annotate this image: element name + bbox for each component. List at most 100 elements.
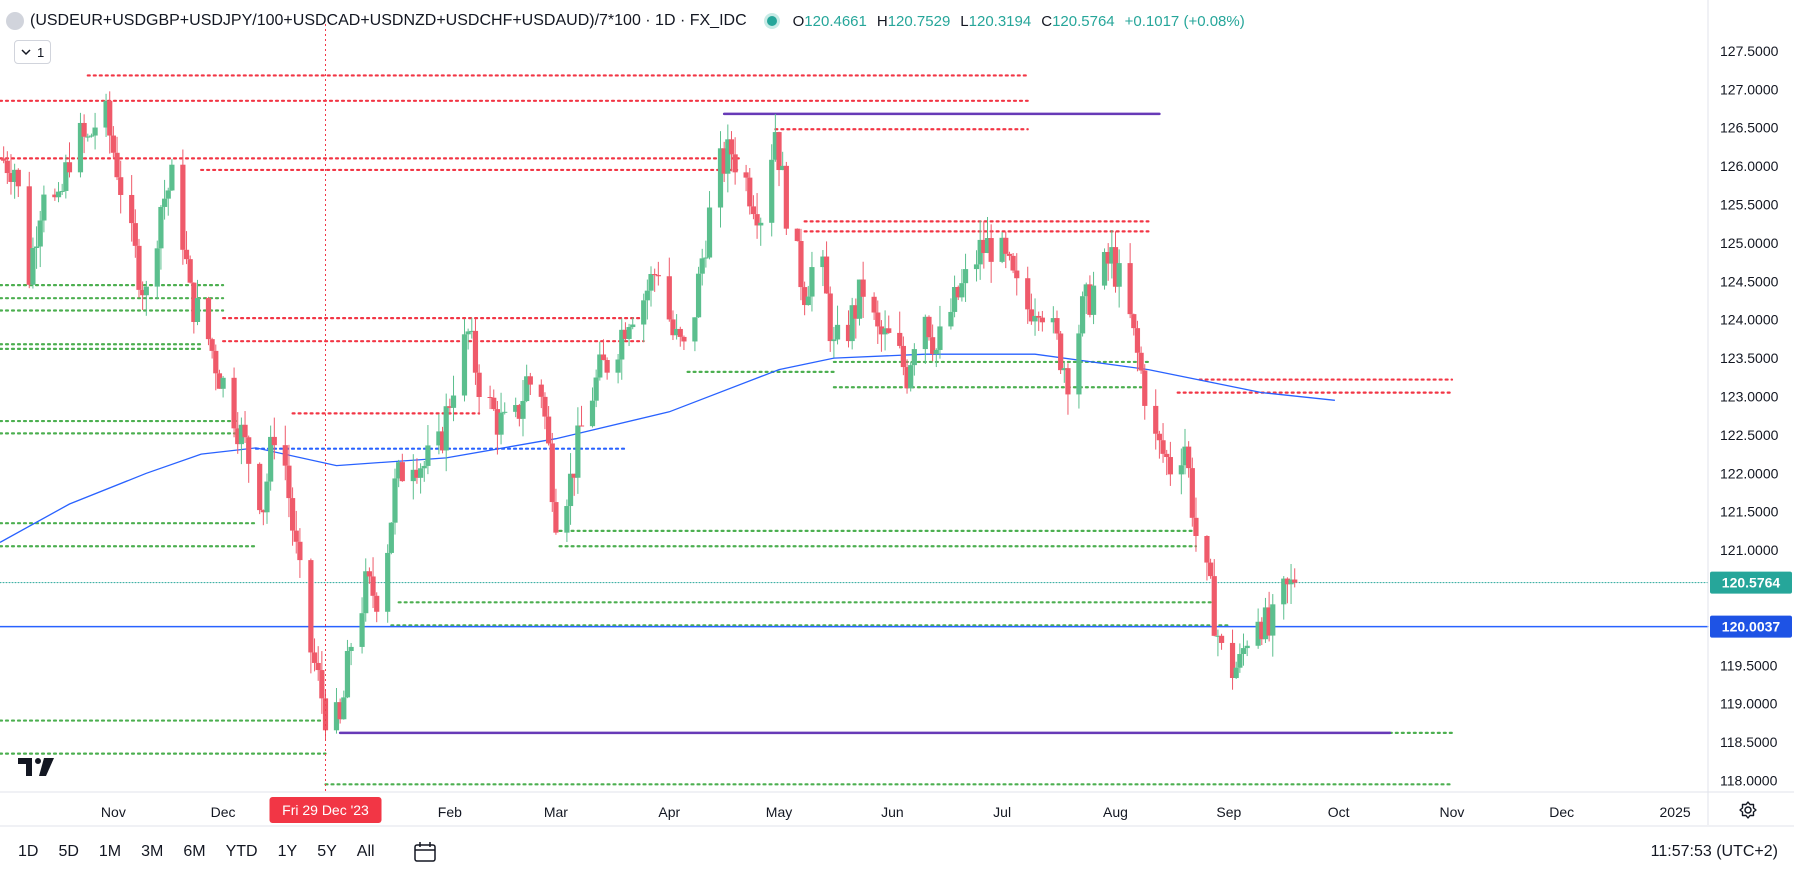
candle-body[interactable] — [1, 158, 7, 161]
candle-body[interactable] — [937, 326, 943, 350]
range-button-1y[interactable]: 1Y — [277, 843, 298, 860]
candle-body[interactable] — [436, 431, 442, 446]
candle-body[interactable] — [641, 300, 647, 325]
candle-body[interactable] — [235, 428, 241, 445]
candle-body[interactable] — [1014, 270, 1020, 279]
candle-body[interactable] — [282, 445, 288, 466]
gear-icon[interactable] — [1738, 800, 1758, 825]
candle-body[interactable] — [549, 443, 555, 503]
candle-body[interactable] — [1237, 654, 1243, 668]
candle-body[interactable] — [8, 173, 14, 182]
candle-body[interactable] — [783, 165, 789, 229]
candle-body[interactable] — [692, 317, 698, 342]
candle-body[interactable] — [648, 274, 654, 291]
candle-body[interactable] — [286, 465, 292, 499]
candle-body[interactable] — [1284, 578, 1291, 585]
candle-body[interactable] — [1160, 440, 1166, 454]
candle-body[interactable] — [315, 662, 321, 671]
candle-body[interactable] — [911, 349, 917, 366]
candle-body[interactable] — [758, 222, 764, 226]
candle-body[interactable] — [1076, 333, 1082, 395]
candle-body[interactable] — [392, 478, 398, 523]
candle-body[interactable] — [1240, 648, 1247, 655]
candle-body[interactable] — [491, 397, 497, 410]
candle-body[interactable] — [589, 400, 596, 427]
candle-body[interactable] — [948, 311, 954, 327]
candle-body[interactable] — [183, 249, 190, 260]
candle-body[interactable] — [776, 132, 782, 171]
candle-body[interactable] — [187, 259, 193, 283]
candle-body[interactable] — [845, 324, 852, 342]
candle-body[interactable] — [363, 571, 369, 614]
candle-body[interactable] — [33, 246, 40, 249]
candle-body[interactable] — [450, 395, 457, 408]
candle-body[interactable] — [129, 194, 135, 224]
candle-body[interactable] — [1233, 667, 1239, 678]
candle-body[interactable] — [520, 401, 526, 419]
candle-body[interactable] — [1182, 446, 1188, 466]
candle-body[interactable] — [571, 473, 577, 478]
candle-body[interactable] — [926, 316, 932, 338]
candle-body[interactable] — [575, 425, 581, 478]
candle-body[interactable] — [600, 354, 607, 361]
candle-body[interactable] — [4, 160, 10, 174]
candle-body[interactable] — [264, 481, 270, 513]
candle-body[interactable] — [154, 248, 160, 287]
candle-body[interactable] — [30, 248, 36, 285]
candle-body[interactable] — [728, 139, 735, 155]
candle-body[interactable] — [593, 377, 599, 401]
candle-body[interactable] — [366, 571, 372, 577]
candle-body[interactable] — [747, 177, 753, 207]
candle-body[interactable] — [1006, 253, 1013, 256]
candle-body[interactable] — [388, 522, 394, 553]
candle-body[interactable] — [955, 287, 961, 298]
candle-body[interactable] — [962, 269, 969, 284]
candle-body[interactable] — [798, 241, 804, 288]
candle-body[interactable] — [209, 339, 215, 351]
candle-body[interactable] — [1288, 579, 1294, 585]
candle-body[interactable] — [695, 273, 702, 318]
candle-body[interactable] — [1178, 465, 1184, 475]
range-button-ytd[interactable]: YTD — [225, 843, 258, 860]
candle-body[interactable] — [260, 510, 266, 513]
candle-body[interactable] — [856, 279, 863, 319]
candle-body[interactable] — [849, 305, 855, 342]
candle-body[interactable] — [1218, 635, 1225, 643]
candle-body[interactable] — [1292, 579, 1298, 583]
symbol-title[interactable]: (USDEUR+USDGBP+USDJPY/100+USDCAD+USDNZD+… — [30, 12, 747, 29]
candle-body[interactable] — [1204, 535, 1210, 563]
candle-body[interactable] — [1109, 247, 1115, 264]
candle-body[interactable] — [447, 406, 453, 408]
candle-body[interactable] — [293, 530, 299, 542]
candle-body[interactable] — [1134, 328, 1141, 353]
candle-body[interactable] — [311, 652, 318, 663]
candle-body[interactable] — [1105, 251, 1111, 264]
candle-body[interactable] — [370, 576, 376, 596]
range-button-3m[interactable]: 3M — [141, 843, 164, 860]
candle-body[interactable] — [169, 164, 175, 191]
candle-body[interactable] — [399, 462, 405, 482]
candle-body[interactable] — [1186, 446, 1192, 469]
candle-body[interactable] — [655, 275, 661, 277]
candle-body[interactable] — [1142, 370, 1148, 406]
candle-body[interactable] — [81, 122, 87, 137]
candle-body[interactable] — [999, 237, 1005, 262]
candle-body[interactable] — [578, 425, 585, 427]
timezone-clock[interactable]: 11:57:53 (UTC+2) — [1650, 843, 1778, 860]
range-button-1m[interactable]: 1M — [98, 843, 122, 860]
candle-body[interactable] — [615, 359, 621, 373]
range-button-5d[interactable]: 5D — [58, 843, 79, 860]
candle-body[interactable] — [717, 148, 724, 208]
candle-body[interactable] — [564, 506, 570, 533]
range-button-all[interactable]: All — [356, 843, 375, 860]
candle-body[interactable] — [977, 239, 983, 265]
candle-body[interactable] — [132, 223, 138, 246]
candle-body[interactable] — [984, 238, 991, 254]
candle-body[interactable] — [396, 462, 402, 479]
candle-body[interactable] — [516, 405, 522, 419]
candle-body[interactable] — [1215, 635, 1221, 637]
candle-body[interactable] — [670, 319, 676, 336]
candle-body[interactable] — [1010, 255, 1016, 271]
range-button-1d[interactable]: 1D — [18, 843, 39, 860]
candle-body[interactable] — [1270, 604, 1276, 636]
